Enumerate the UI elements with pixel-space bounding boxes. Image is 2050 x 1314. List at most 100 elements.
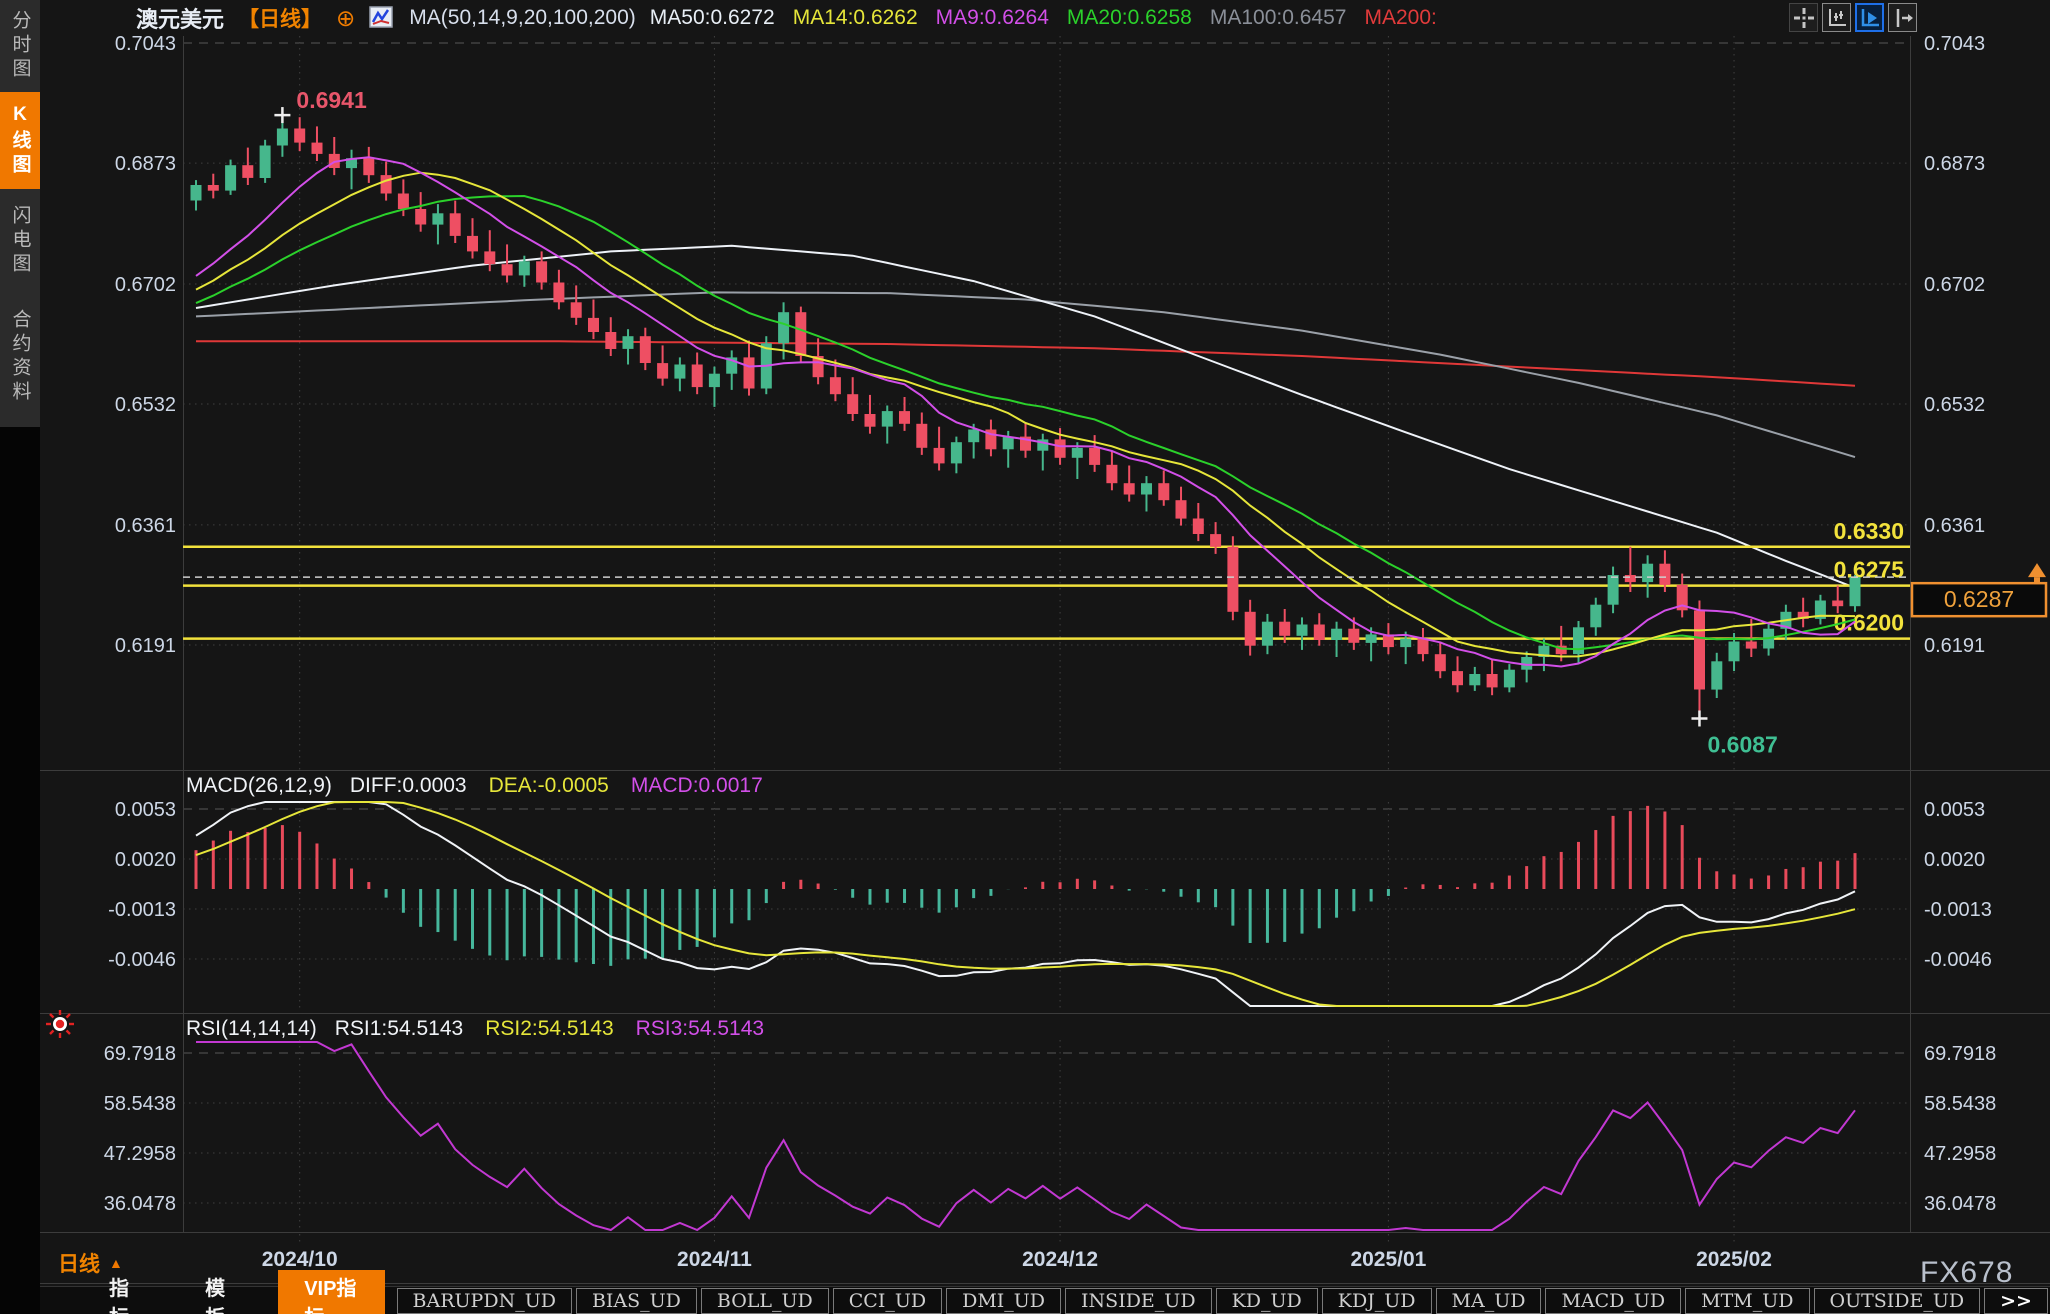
extreme-price-label: 0.6087	[1707, 731, 1777, 757]
rsi-tick-label-left: 58.5438	[104, 1093, 176, 1115]
macd-tick-label-left: -0.0013	[108, 899, 176, 921]
auto-scroll-tool-icon[interactable]	[1855, 3, 1884, 32]
candle	[570, 285, 582, 325]
bottom-tab[interactable]: BIAS_UD	[575, 1287, 697, 1314]
price-tick-label-right: 0.6702	[1924, 274, 1985, 296]
sidebar-item-2[interactable]: 闪电图	[9, 204, 31, 277]
rsi-tick-label-right: 58.5438	[1924, 1093, 1996, 1115]
price-tick-label-left: 0.6702	[115, 274, 176, 296]
bottom-tab[interactable]: 指标	[109, 1277, 129, 1314]
add-indicator-icon[interactable]: ⊕	[336, 4, 356, 31]
period-dropdown[interactable]: 日线 ▲	[58, 1248, 123, 1278]
rsi-tick-label-right: 36.0478	[1924, 1193, 1996, 1215]
bottom-tab[interactable]: KD_UD	[1215, 1287, 1318, 1314]
bottom-tab[interactable]: BOLL_UD	[700, 1287, 829, 1314]
candle	[1106, 451, 1118, 491]
chart-header: 澳元美元 【日线】 ⊕ MA(50,14,9,20,100,200) MA50:…	[136, 3, 1437, 33]
bottom-tab[interactable]: OUTSIDE_UD	[1813, 1287, 1981, 1314]
dea-line	[195, 801, 1856, 1007]
macd-tick-label-left: 0.0053	[115, 799, 176, 821]
candle	[501, 244, 513, 283]
bottom-tab[interactable]: 模板	[205, 1277, 226, 1314]
candle	[294, 117, 306, 152]
indicator-value-label: RSI3:54.5143	[635, 1017, 765, 1040]
macd-tick-label-left: 0.0020	[115, 849, 176, 871]
macd-tick-label-right: 0.0020	[1924, 849, 1985, 871]
ma-value-label: MA200:	[1364, 6, 1437, 29]
sidebar-spacer	[0, 427, 40, 1314]
bottom-tab[interactable]: KDJ_UD	[1321, 1287, 1432, 1314]
candle	[1590, 597, 1602, 636]
bottom-tab[interactable]: VIP指标	[278, 1269, 385, 1314]
candle	[1469, 666, 1481, 691]
mini-chart-icon[interactable]	[369, 6, 395, 30]
candle	[708, 366, 720, 407]
indicator-tabbar: 指标 模板 VIP指标 BARUPDN_UDBIAS_UDBOLL_UDCCI_UDD…	[40, 1269, 2050, 1314]
candle	[864, 394, 876, 434]
candle	[1210, 522, 1222, 554]
candle	[1331, 621, 1343, 657]
candle	[1797, 597, 1809, 628]
shift-chart-tool-icon[interactable]	[1888, 3, 1917, 32]
candle	[190, 180, 202, 211]
candle	[1382, 623, 1394, 655]
chart-type-sidebar: 分时图 K线图闪电图合约资料	[0, 0, 40, 427]
bottom-tab[interactable]: DMI_UD	[946, 1287, 1062, 1314]
macd-title: MACD(26,12,9)	[186, 774, 332, 797]
ma-value-label: MA14:0.6262	[792, 6, 918, 29]
candle	[1676, 573, 1688, 618]
candle	[1175, 486, 1187, 526]
candle	[950, 436, 962, 474]
period-dropdown-label: 日线	[58, 1253, 100, 1276]
price-tick-label-right: 0.6532	[1924, 394, 1985, 416]
price-tick-label-left: 0.6361	[115, 515, 176, 537]
rsi-tick-label-left: 47.2958	[104, 1143, 176, 1165]
ma-value-label: MA20:0.6258	[1066, 6, 1192, 29]
candle	[518, 255, 530, 287]
candle	[1624, 546, 1636, 592]
rsi-line	[196, 1041, 1856, 1232]
sidebar-item-1[interactable]: K线图	[0, 92, 40, 189]
candle	[1313, 613, 1325, 646]
macd-tick-label-left: -0.0046	[108, 949, 176, 971]
alert-indicator-icon[interactable]	[44, 1008, 76, 1045]
candle	[1400, 631, 1412, 665]
bottom-tab[interactable]: MA_UD	[1435, 1287, 1542, 1314]
ma20-line	[195, 194, 1856, 651]
candle	[553, 269, 565, 310]
sidebar-item-0[interactable]: 分时图	[9, 10, 31, 82]
bottom-tab[interactable]: MACD_UD	[1545, 1287, 1682, 1314]
candle	[1503, 664, 1515, 693]
extreme-marker	[274, 107, 291, 124]
candle	[588, 299, 599, 340]
bottom-tab[interactable]: >>	[1984, 1287, 2048, 1314]
diff-line	[195, 801, 1856, 1007]
bottom-tab[interactable]: MTM_UD	[1685, 1287, 1810, 1314]
candle	[1555, 625, 1567, 662]
candle	[415, 192, 427, 232]
bottom-tab[interactable]: INSIDE_UD	[1065, 1287, 1212, 1314]
candle	[1227, 536, 1239, 621]
candle	[985, 419, 997, 457]
sidebar-item-3[interactable]: 合约资料	[9, 309, 31, 405]
candle	[225, 159, 237, 195]
x-axis-label: 2025/02	[1696, 1248, 1772, 1271]
ma9-line	[195, 156, 1856, 668]
candle	[1037, 433, 1049, 471]
chart-toolbar	[1789, 3, 1917, 32]
x-axis-label: 2024/10	[262, 1248, 338, 1271]
ma-value-label: MA9:0.6264	[935, 6, 1049, 29]
bottom-tab[interactable]: BARUPDN_UD	[396, 1287, 572, 1314]
candle	[674, 357, 686, 392]
ma-value-label: MA50:0.6272	[649, 6, 775, 29]
candle	[1071, 442, 1083, 479]
rsi-tick-label-right: 69.7918	[1924, 1043, 1996, 1065]
axis-scale-tool-icon[interactable]	[1822, 3, 1851, 32]
candle	[363, 146, 375, 183]
candle	[639, 327, 651, 371]
bottom-tab[interactable]: CCI_UD	[832, 1287, 943, 1314]
candle	[605, 317, 617, 356]
crosshair-tool-icon[interactable]	[1789, 3, 1818, 32]
candle	[726, 350, 738, 390]
